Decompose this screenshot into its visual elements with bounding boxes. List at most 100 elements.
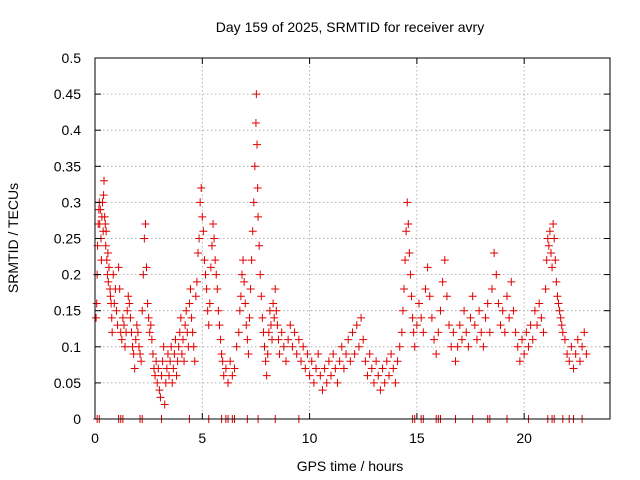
data-point <box>101 220 110 229</box>
data-point <box>530 306 539 315</box>
data-point <box>236 292 245 301</box>
data-point <box>533 321 542 330</box>
y-tick-label: 0.25 <box>54 231 81 247</box>
data-point <box>545 227 554 236</box>
data-point <box>369 378 378 387</box>
data-point <box>262 371 271 380</box>
data-point <box>297 357 305 366</box>
data-point <box>468 292 477 301</box>
data-point <box>169 364 178 373</box>
data-point <box>255 241 264 250</box>
data-point <box>438 277 447 286</box>
data-point <box>141 220 150 229</box>
data-point <box>126 313 135 322</box>
data-point <box>136 350 145 359</box>
data-point <box>344 335 353 344</box>
data-point <box>490 248 499 257</box>
data-point <box>242 321 251 330</box>
data-point <box>434 328 443 337</box>
data-point <box>357 313 366 322</box>
data-point <box>219 371 228 380</box>
data-point <box>582 350 591 359</box>
data-point <box>205 299 214 308</box>
data-point <box>275 350 284 359</box>
data-point <box>475 306 484 315</box>
data-point <box>199 227 208 236</box>
x-tick-label: 20 <box>516 430 532 446</box>
data-point <box>535 299 544 308</box>
data-point <box>384 371 393 380</box>
data-point <box>546 248 555 257</box>
data-point <box>234 328 243 337</box>
data-point <box>320 364 329 373</box>
data-point <box>359 335 368 344</box>
data-point <box>107 313 116 322</box>
data-point <box>239 256 248 265</box>
data-point <box>423 263 432 272</box>
data-point <box>464 342 473 351</box>
data-point <box>492 270 501 279</box>
data-point <box>200 256 209 265</box>
data-point <box>170 350 179 359</box>
data-point <box>203 306 212 315</box>
data-point <box>148 350 157 359</box>
data-point <box>518 335 527 344</box>
data-point <box>354 342 363 351</box>
data-point <box>134 342 143 351</box>
data-point <box>397 328 406 337</box>
data-point <box>578 342 587 351</box>
data-point <box>196 198 205 207</box>
data-point <box>104 277 113 286</box>
data-point <box>115 285 124 294</box>
data-point <box>110 299 119 308</box>
data-point <box>481 313 490 322</box>
data-point <box>263 350 272 359</box>
data-point <box>181 321 190 330</box>
data-point <box>260 342 269 351</box>
data-point <box>553 292 562 301</box>
data-point <box>256 270 265 279</box>
data-point <box>186 285 195 294</box>
data-point <box>250 162 259 171</box>
data-point <box>125 299 134 308</box>
x-tick-label: 5 <box>198 430 206 446</box>
data-point <box>172 371 181 380</box>
data-point <box>166 357 175 366</box>
data-point <box>487 285 496 294</box>
data-point <box>301 364 310 373</box>
data-point <box>109 270 118 279</box>
data-point <box>104 263 113 272</box>
data-point <box>494 299 503 308</box>
data-point <box>253 183 262 192</box>
data-point <box>240 277 249 286</box>
data-point <box>243 335 252 344</box>
data-point <box>477 328 486 337</box>
data-point <box>410 342 419 351</box>
data-point <box>157 371 166 380</box>
data-point <box>248 227 257 236</box>
data-point <box>147 335 156 344</box>
data-point <box>207 241 216 250</box>
data-point <box>335 357 344 366</box>
y-tick-label: 0.2 <box>62 267 82 283</box>
data-point <box>178 335 187 344</box>
data-point <box>192 277 201 286</box>
data-point <box>365 350 374 359</box>
data-point <box>146 321 155 330</box>
data-point <box>372 357 381 366</box>
data-point <box>253 140 262 149</box>
data-point <box>246 285 255 294</box>
data-point <box>261 357 270 366</box>
data-point <box>195 234 204 243</box>
data-point <box>462 328 471 337</box>
data-point <box>380 378 389 387</box>
data-point <box>479 342 488 351</box>
y-tick-label: 0.05 <box>54 375 81 391</box>
data-point <box>274 335 283 344</box>
data-point <box>485 328 494 337</box>
data-point <box>112 306 121 315</box>
data-point <box>542 256 551 265</box>
data-point <box>175 328 184 337</box>
data-point <box>361 357 370 366</box>
data-point <box>249 198 258 207</box>
